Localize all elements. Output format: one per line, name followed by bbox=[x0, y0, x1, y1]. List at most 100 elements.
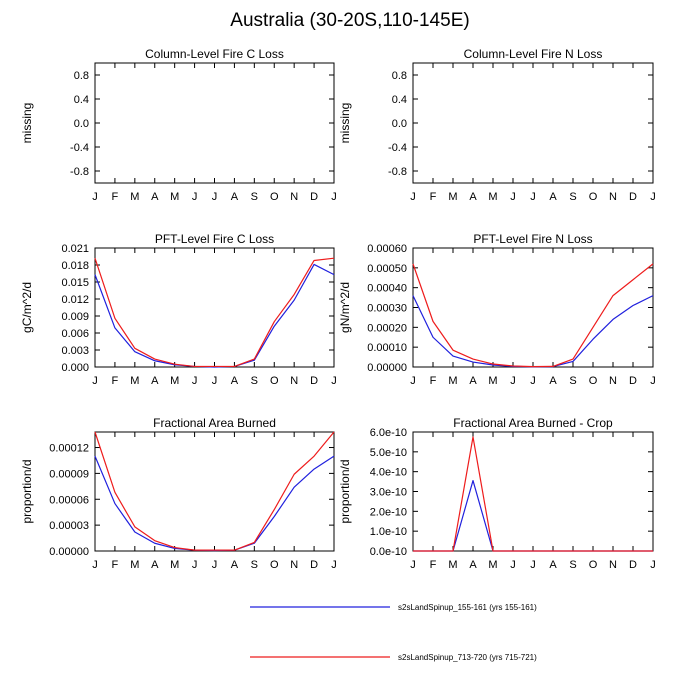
x-tick-label: O bbox=[270, 559, 279, 571]
x-tick-label: J bbox=[192, 191, 198, 203]
x-tick-label: F bbox=[112, 559, 119, 571]
y-tick-label: 6.0e-10 bbox=[370, 427, 407, 439]
x-tick-label: J bbox=[192, 375, 198, 387]
y-tick-label: 0.00050 bbox=[367, 263, 407, 275]
y-axis-label: missing bbox=[338, 103, 352, 144]
x-tick-label: J bbox=[510, 559, 516, 571]
y-tick-label: 0.8 bbox=[392, 70, 407, 82]
x-tick-label: A bbox=[549, 375, 557, 387]
x-tick-label: N bbox=[609, 559, 617, 571]
y-tick-label: 0.00012 bbox=[49, 443, 89, 455]
panel-title: PFT-Level Fire N Loss bbox=[473, 232, 592, 246]
x-tick-label: J bbox=[530, 191, 536, 203]
series-line bbox=[413, 479, 653, 552]
y-tick-label: 0.00006 bbox=[49, 494, 89, 506]
panel-title: Fractional Area Burned bbox=[153, 416, 276, 430]
x-tick-label: J bbox=[650, 375, 656, 387]
x-tick-label: J bbox=[92, 559, 98, 571]
x-tick-label: J bbox=[192, 559, 198, 571]
x-tick-label: D bbox=[629, 191, 637, 203]
x-tick-label: M bbox=[488, 191, 497, 203]
series-line bbox=[94, 263, 335, 368]
x-tick-label: N bbox=[290, 191, 298, 203]
x-tick-label: S bbox=[251, 191, 258, 203]
x-tick-label: N bbox=[290, 559, 298, 571]
x-tick-label: A bbox=[151, 559, 159, 571]
y-tick-label: 1.0e-10 bbox=[370, 526, 407, 538]
y-tick-label: 2.0e-10 bbox=[370, 506, 407, 518]
x-tick-label: J bbox=[212, 559, 218, 571]
x-tick-label: A bbox=[231, 191, 239, 203]
x-tick-label: A bbox=[549, 559, 557, 571]
x-tick-label: A bbox=[469, 375, 477, 387]
x-tick-label: J bbox=[331, 191, 337, 203]
panel-title: Fractional Area Burned - Crop bbox=[453, 416, 613, 430]
y-tick-label: 0.0 bbox=[74, 118, 89, 130]
x-tick-label: F bbox=[112, 375, 119, 387]
x-tick-label: D bbox=[310, 191, 318, 203]
x-tick-label: O bbox=[589, 191, 598, 203]
x-tick-label: D bbox=[310, 559, 318, 571]
y-axis-label: proportion/d bbox=[338, 459, 352, 523]
y-tick-label: 0.4 bbox=[74, 94, 89, 106]
x-tick-label: A bbox=[151, 375, 159, 387]
x-tick-label: J bbox=[212, 191, 218, 203]
x-tick-label: S bbox=[569, 559, 576, 571]
x-tick-label: N bbox=[290, 375, 298, 387]
y-tick-label: 0.000 bbox=[61, 362, 89, 374]
x-tick-label: A bbox=[469, 559, 477, 571]
x-tick-label: J bbox=[331, 559, 337, 571]
x-tick-label: N bbox=[609, 191, 617, 203]
x-tick-label: J bbox=[650, 559, 656, 571]
y-tick-label: 0.00000 bbox=[49, 546, 89, 558]
x-tick-label: J bbox=[410, 375, 416, 387]
y-tick-label: 0.4 bbox=[392, 94, 407, 106]
y-tick-label: 3.0e-10 bbox=[370, 487, 407, 499]
x-tick-label: J bbox=[92, 191, 98, 203]
y-axis-label: gC/m^2/d bbox=[20, 282, 34, 333]
legend-label: s2sLandSpinup_713-720 (yrs 715-721) bbox=[398, 653, 537, 662]
x-tick-label: J bbox=[331, 375, 337, 387]
y-tick-label: 0.006 bbox=[61, 328, 89, 340]
legend: s2sLandSpinup_155-161 (yrs 155-161) s2sLa… bbox=[250, 603, 537, 662]
panel-title: Column-Level Fire N Loss bbox=[464, 47, 603, 61]
plot-frame bbox=[412, 247, 654, 368]
x-tick-label: J bbox=[410, 191, 416, 203]
x-tick-label: J bbox=[92, 375, 98, 387]
legend-label: s2sLandSpinup_155-161 (yrs 155-161) bbox=[398, 603, 537, 612]
y-tick-label: 0.00003 bbox=[49, 520, 89, 532]
series-line bbox=[94, 257, 335, 368]
x-tick-label: M bbox=[488, 375, 497, 387]
panel-title: Column-Level Fire C Loss bbox=[145, 47, 284, 61]
x-tick-label: J bbox=[530, 559, 536, 571]
x-tick-label: D bbox=[629, 375, 637, 387]
x-tick-label: S bbox=[569, 191, 576, 203]
plot-frame bbox=[94, 247, 335, 368]
x-tick-label: D bbox=[310, 375, 318, 387]
x-tick-label: D bbox=[629, 559, 637, 571]
x-tick-label: M bbox=[170, 559, 179, 571]
x-tick-label: F bbox=[430, 191, 437, 203]
plot-frame bbox=[94, 431, 335, 552]
y-tick-label: -0.8 bbox=[388, 166, 407, 178]
y-axis-label: gN/m^2/d bbox=[338, 282, 352, 333]
x-tick-label: O bbox=[589, 375, 598, 387]
y-tick-label: 0.00040 bbox=[367, 283, 407, 295]
series-line bbox=[412, 295, 654, 368]
plot-frame bbox=[412, 62, 654, 184]
x-tick-label: S bbox=[251, 375, 258, 387]
x-tick-label: A bbox=[469, 191, 477, 203]
chart-panel-6: Fractional Area Burned - Crop proportion/… bbox=[338, 416, 656, 571]
x-tick-label: M bbox=[448, 559, 457, 571]
x-tick-label: J bbox=[530, 375, 536, 387]
y-tick-label: 0.021 bbox=[61, 243, 89, 255]
y-tick-label: -0.8 bbox=[70, 166, 89, 178]
plot-frame bbox=[94, 62, 335, 184]
y-tick-label: 0.015 bbox=[61, 277, 89, 289]
x-tick-label: M bbox=[130, 375, 139, 387]
series-line bbox=[412, 263, 654, 368]
